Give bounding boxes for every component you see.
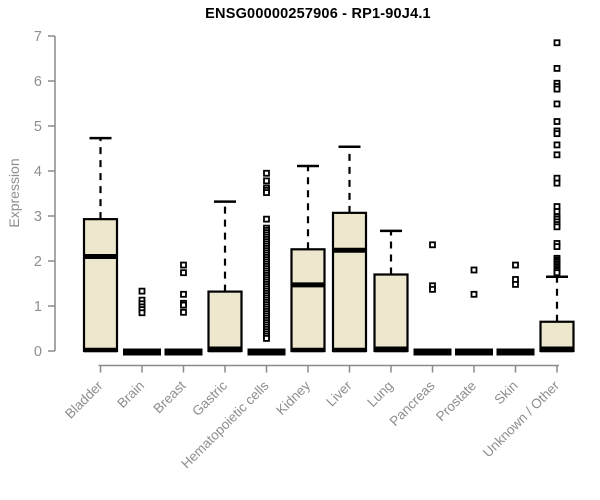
outlier-point	[180, 269, 187, 277]
collapsed-box	[455, 348, 493, 356]
outlier-point	[553, 151, 561, 159]
x-tick-label-prostate: Prostate	[433, 378, 479, 424]
boxplot-skin	[496, 261, 535, 356]
outlier-point	[553, 243, 561, 251]
y-tick-label: 0	[34, 344, 42, 360]
boxplot-prostate	[455, 266, 493, 356]
x-tick-label-unknown-other: Unknown / Other	[480, 378, 563, 461]
y-tick-label: 4	[34, 164, 42, 180]
boxplot-kidney	[290, 164, 326, 353]
box	[290, 248, 326, 353]
outlier-point	[180, 308, 187, 316]
outlier-point	[553, 118, 561, 125]
outlier-point	[553, 269, 561, 277]
outlier-point	[553, 130, 561, 138]
y-tick-label: 2	[34, 254, 42, 270]
outlier-point	[263, 334, 270, 342]
outlier-point	[553, 208, 561, 215]
outlier-point	[263, 189, 270, 197]
outlier-point	[553, 179, 561, 187]
outlier-point	[263, 169, 270, 177]
box	[82, 218, 119, 353]
y-tick-label: 7	[34, 29, 42, 45]
y-tick-label: 6	[34, 74, 42, 90]
box	[373, 273, 409, 353]
x-tick-label-liver: Liver	[323, 378, 355, 410]
box	[207, 290, 243, 353]
outlier-point	[553, 223, 561, 231]
outlier-point	[553, 65, 561, 72]
x-tick-label-breast: Breast	[150, 378, 188, 416]
outlier-point	[470, 266, 478, 274]
boxplot-gastric	[207, 200, 243, 353]
boxplot-pancreas	[413, 241, 452, 356]
x-tick-label-gastric: Gastric	[189, 378, 230, 419]
outlier-point	[470, 290, 478, 298]
collapsed-box	[164, 348, 203, 356]
outlier-point	[138, 287, 146, 295]
y-axis-label: Expression	[6, 158, 22, 228]
y-tick-label: 5	[34, 119, 42, 135]
boxplot-brain	[123, 287, 161, 356]
x-tick-label-brain: Brain	[114, 378, 147, 411]
x-tick-label-pancreas: Pancreas	[387, 378, 438, 429]
x-tick-label-kidney: Kidney	[273, 378, 313, 418]
outlier-point	[263, 177, 270, 185]
y-tick-label: 3	[34, 209, 42, 225]
x-tick-label-lung: Lung	[364, 378, 396, 410]
outlier-point	[553, 141, 561, 149]
x-tick-label-skin: Skin	[491, 378, 520, 407]
outlier-point	[512, 280, 519, 288]
collapsed-box	[247, 348, 286, 356]
boxplot-breast	[164, 261, 203, 356]
outlier-point	[429, 241, 436, 249]
outlier-point	[138, 309, 146, 317]
outlier-point	[180, 301, 187, 309]
collapsed-box	[413, 348, 452, 356]
outlier-point	[553, 85, 561, 93]
boxplot-liver	[331, 145, 368, 353]
outlier-point	[553, 39, 561, 47]
outlier-point	[180, 290, 187, 298]
collapsed-box	[123, 348, 161, 356]
outlier-point	[553, 100, 561, 108]
y-tick-label: 1	[34, 299, 42, 315]
outlier-point	[263, 215, 270, 223]
box	[331, 211, 368, 353]
collapsed-box	[496, 348, 535, 356]
boxplot-bladder	[82, 136, 119, 353]
boxplot-hematopoietic-cells	[247, 169, 286, 356]
outlier-point	[180, 261, 187, 269]
outlier-point	[512, 261, 519, 269]
outlier-point	[429, 285, 436, 293]
boxplot-unknown-other	[539, 39, 575, 353]
chart-title: ENSG00000257906 - RP1-90J4.1	[205, 6, 431, 22]
x-tick-label-bladder: Bladder	[62, 378, 106, 422]
boxplot-lung	[373, 229, 409, 353]
